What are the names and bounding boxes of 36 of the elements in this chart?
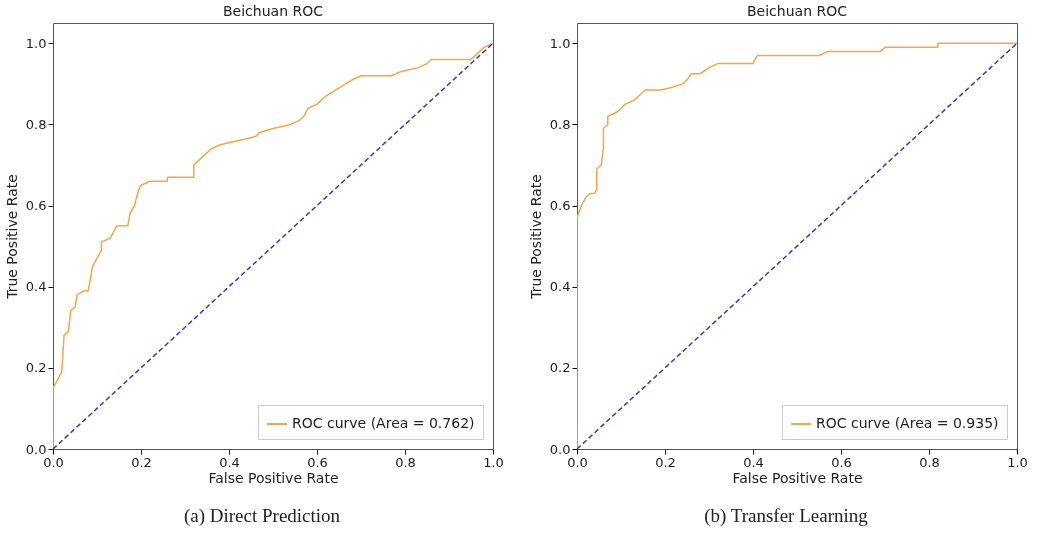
y-tick-label: 0.4: [25, 279, 47, 295]
y-tick-label: 0.2: [25, 360, 47, 376]
y-tick-label: 0.6: [549, 198, 571, 214]
y-tick-label: 0.8: [549, 116, 571, 132]
text: (a) Direct Prediction: [182, 505, 342, 527]
x-tick-label: 0.6: [307, 454, 328, 470]
y-tick-label: 1.0: [25, 35, 47, 51]
x-axis-title: False Positive Rate: [732, 469, 863, 486]
x-tick-label: 0.8: [395, 454, 416, 470]
y-tick-label: 0.8: [25, 116, 47, 132]
line-series: [53, 42, 493, 449]
x-tick-label: 0.2: [131, 454, 152, 470]
y-tick-label: 0.2: [549, 360, 571, 376]
y-tick-label: 0.6: [25, 198, 47, 214]
legend-label: ROC curve (Area = 0.762): [292, 415, 475, 431]
x-axis-title: False Positive Rate: [208, 469, 339, 486]
x-tick-label: 0.0: [567, 454, 588, 470]
x-tick-label: 0.4: [743, 454, 764, 470]
x-tick-label: 0.2: [655, 454, 676, 470]
y-axis-title: True Positive Rate: [3, 174, 20, 300]
x-tick-label: 1.0: [483, 454, 504, 470]
legend-label: ROC curve (Area = 0.935): [816, 415, 999, 431]
x-tick-label: 1.0: [1007, 454, 1028, 470]
y-tick-label: 0.0: [549, 441, 571, 457]
chart-title: Beichuan ROC: [223, 3, 324, 19]
x-tick-label: 0.4: [219, 454, 240, 470]
y-axis-title: True Positive Rate: [527, 174, 544, 300]
x-tick-label: 0.8: [919, 454, 940, 470]
text: (b) Transfer Learning: [703, 505, 869, 527]
x-tick-label: 0.0: [43, 454, 64, 470]
y-tick-label: 1.0: [549, 35, 571, 51]
line-series: [577, 42, 1017, 449]
y-tick-label: 0.4: [549, 279, 571, 295]
chart-title: Beichuan ROC: [747, 3, 848, 19]
y-tick-label: 0.0: [25, 441, 47, 457]
x-tick-label: 0.6: [831, 454, 852, 470]
